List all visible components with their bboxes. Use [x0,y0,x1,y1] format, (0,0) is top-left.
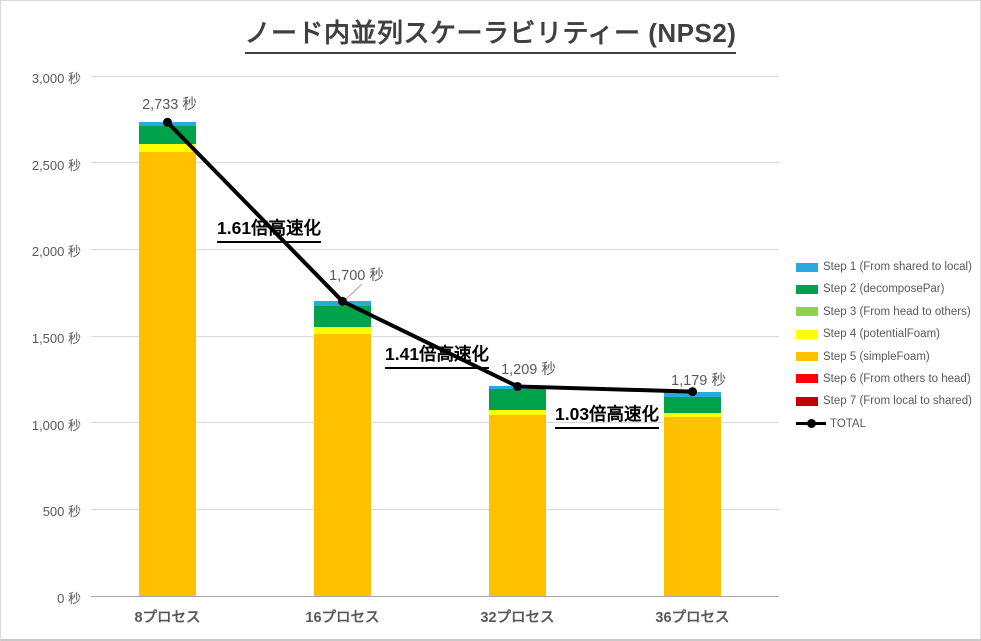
chart-title: ノード内並列スケーラビリティー (NPS2) [1,13,980,54]
bar-36プロセス-step-4 [664,413,721,418]
bar-36プロセス-step-5 [664,417,721,596]
legend-label: Step 5 (simpleFoam) [823,350,930,363]
legend-swatch [796,329,818,339]
legend-item: Step 7 (From local to shared) [796,394,980,408]
chart-legend: Step 1 (From shared to local) Step 2 (dec… [796,260,980,439]
x-axis-label-8プロセス: 8プロセス [134,610,201,626]
legend-swatch [796,262,818,272]
bar-36プロセス-step-2 [664,396,721,414]
bar-32プロセス-step-2 [489,389,546,411]
speedup-annotation-2: 1.41倍高速化 [385,341,490,369]
y-axis-tick-label: 2,000 秒 [31,244,81,260]
total-line-marker [338,296,347,306]
legend-item: Step 6 (From others to head) [796,372,980,386]
bar-32プロセス-step-4 [489,410,546,416]
bar-8プロセス-step-5 [139,152,196,596]
legend-total-marker [807,419,816,429]
legend-item: Step 4 (potentialFoam) [796,327,980,341]
legend-swatch [796,307,818,317]
gridline [91,422,779,424]
gridline [91,248,779,250]
speedup-annotation-3: 1.03倍高速化 [555,401,660,429]
total-line-marker [513,381,522,391]
legend-item: Step 1 (From shared to local) [796,260,980,274]
y-axis-tick-label: 1,000 秒 [31,417,81,433]
bar-8プロセス-step-2 [139,126,196,145]
legend-label: Step 1 (From shared to local) [823,261,972,273]
y-axis-tick-label: 500 秒 [42,504,81,520]
y-axis-tick-label: 3,000 秒 [31,71,81,86]
bar-16プロセス-step-2 [314,305,371,327]
gridline [91,508,779,510]
legend-swatch [796,374,818,384]
plot-area [91,75,779,597]
legend-label: Step 7 (From local to shared) [823,395,972,408]
legend-swatch [796,396,818,406]
bar-16プロセス-step-4 [314,326,371,335]
speedup-annotation-1: 1.61倍高速化 [217,215,322,243]
y-axis-tick-label: 0 秒 [57,591,81,606]
bar-16プロセス-step-5 [314,334,371,596]
bar-8プロセス-step-4 [139,144,196,153]
legend-swatch [796,352,818,362]
legend-swatch [796,284,818,294]
legend-total-line-swatch [796,419,826,429]
y-axis-tick-label: 1,500 秒 [31,331,81,346]
total-line [166,120,693,394]
legend-item: Step 5 (simpleFoam) [796,350,980,364]
chart-title-text: ノード内並列スケーラビリティー (NPS2) [244,13,737,54]
x-axis-label-16プロセス: 16プロセス [305,610,380,626]
total-data-label: 1,209 秒 [501,362,556,379]
legend-item: Step 2 (decomposePar) [796,282,980,296]
legend-label: Step 4 (potentialFoam) [823,328,940,341]
legend-item-total: TOTAL [796,417,980,431]
legend-label: Step 6 (From others to head) [823,372,971,385]
x-axis-line [91,595,779,597]
x-axis-label-36プロセス: 36プロセス [655,610,730,626]
legend-label: Step 2 (decomposePar) [823,283,945,296]
gridline [91,162,779,164]
bar-32プロセス-step-5 [489,415,546,596]
total-line-marker [163,117,172,127]
data-label-leader-line [343,283,363,302]
total-line-marker [688,387,697,397]
legend-item: Step 3 (From head to others) [796,305,980,319]
x-axis-label-32プロセス: 32プロセス [480,610,555,626]
total-data-label: 1,179 秒 [671,372,726,389]
gridline [91,75,779,77]
gridline [91,335,779,337]
legend-label-total: TOTAL [830,417,866,430]
legend-label: Step 3 (From head to others) [823,305,971,318]
total-line-overlay [163,117,697,397]
total-data-label: 2,733 秒 [142,97,197,114]
y-axis-tick-label: 2,500 秒 [31,157,81,173]
total-data-label: 1,700 秒 [329,268,384,285]
